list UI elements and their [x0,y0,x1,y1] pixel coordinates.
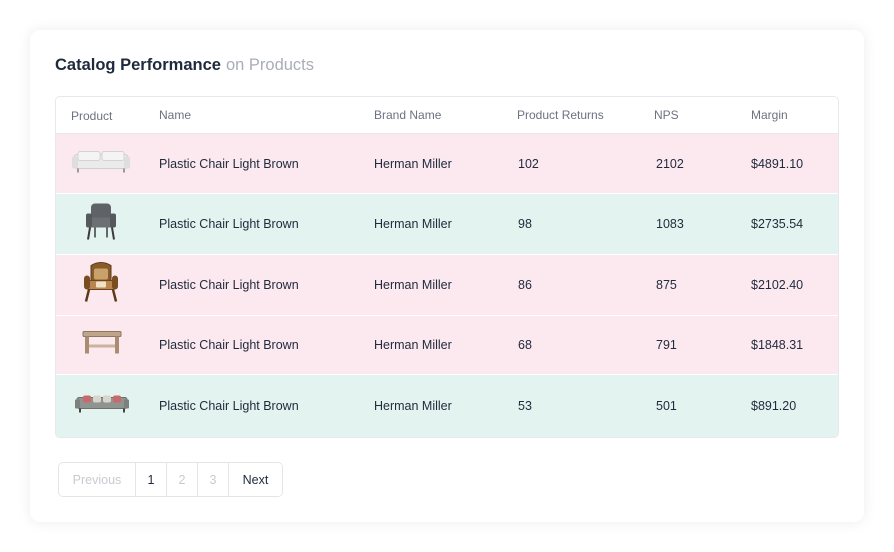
cell-name: Plastic Chair Light Brown [159,156,299,171]
table-row[interactable]: Plastic Chair Light Brown Herman Miller … [56,316,838,375]
cell-returns: 68 [518,338,532,352]
cell-brand: Herman Miller [374,399,452,413]
product-thumbnail-white-sofa [72,148,130,179]
card-title: Catalog Performance [55,56,221,74]
column-header-product-returns: Product Returns [517,108,604,122]
products-table: Product Name Brand Name Product Returns … [55,96,839,438]
cell-name: Plastic Chair Light Brown [159,338,299,352]
cell-nps: 791 [656,338,677,352]
column-header-nps: NPS [654,108,679,122]
card-subtitle: on Products [225,56,315,74]
cell-brand: Herman Miller [374,217,452,231]
cell-margin: $891.20 [751,399,797,413]
product-thumbnail-grey-sofa [75,394,129,419]
column-header-margin: Margin [751,108,788,122]
cell-nps: 1083 [656,217,684,231]
next-button[interactable]: Next [229,463,282,496]
cell-margin: $4891.10 [751,156,804,171]
card-heading: Catalog Performance on Products [55,56,314,75]
cell-margin: $2735.54 [751,217,804,231]
catalog-performance-card: Catalog Performance on Products Product N… [30,30,864,522]
product-thumbnail-wooden-table [82,330,122,361]
cell-returns: 102 [518,156,539,171]
page-3-button[interactable]: 3 [198,463,229,496]
column-header-brand-name: Brand Name [374,108,442,122]
cell-name: Plastic Chair Light Brown [159,399,299,413]
cell-margin: $1848.31 [751,338,804,352]
cell-returns: 53 [518,399,532,413]
column-header-name: Name [159,108,192,122]
cell-nps: 2102 [656,156,684,171]
table-row[interactable]: Plastic Chair Light Brown Herman Miller … [56,194,838,255]
column-header-product: Product [71,109,113,123]
pagination: Previous 1 2 3 Next [58,462,283,497]
product-thumbnail-grey-armchair [83,202,119,247]
table-row[interactable]: Plastic Chair Light Brown Herman Miller … [56,134,838,194]
product-thumbnail-wooden-armchair [82,262,120,309]
cell-brand: Herman Miller [374,156,452,171]
previous-button[interactable]: Previous [59,463,136,496]
cell-nps: 875 [656,278,677,292]
table-row[interactable]: Plastic Chair Light Brown Herman Miller … [56,375,838,437]
cell-returns: 86 [518,278,532,292]
cell-name: Plastic Chair Light Brown [159,278,299,292]
cell-brand: Herman Miller [374,278,452,292]
cell-brand: Herman Miller [374,338,452,352]
table-header: Product Name Brand Name Product Returns … [56,97,838,134]
cell-returns: 98 [518,217,532,231]
cell-nps: 501 [656,399,677,413]
page-2-button[interactable]: 2 [167,463,198,496]
cell-name: Plastic Chair Light Brown [159,217,299,231]
table-row[interactable]: Plastic Chair Light Brown Herman Miller … [56,255,838,316]
cell-margin: $2102.40 [751,278,804,292]
page-1-button[interactable]: 1 [136,463,167,496]
